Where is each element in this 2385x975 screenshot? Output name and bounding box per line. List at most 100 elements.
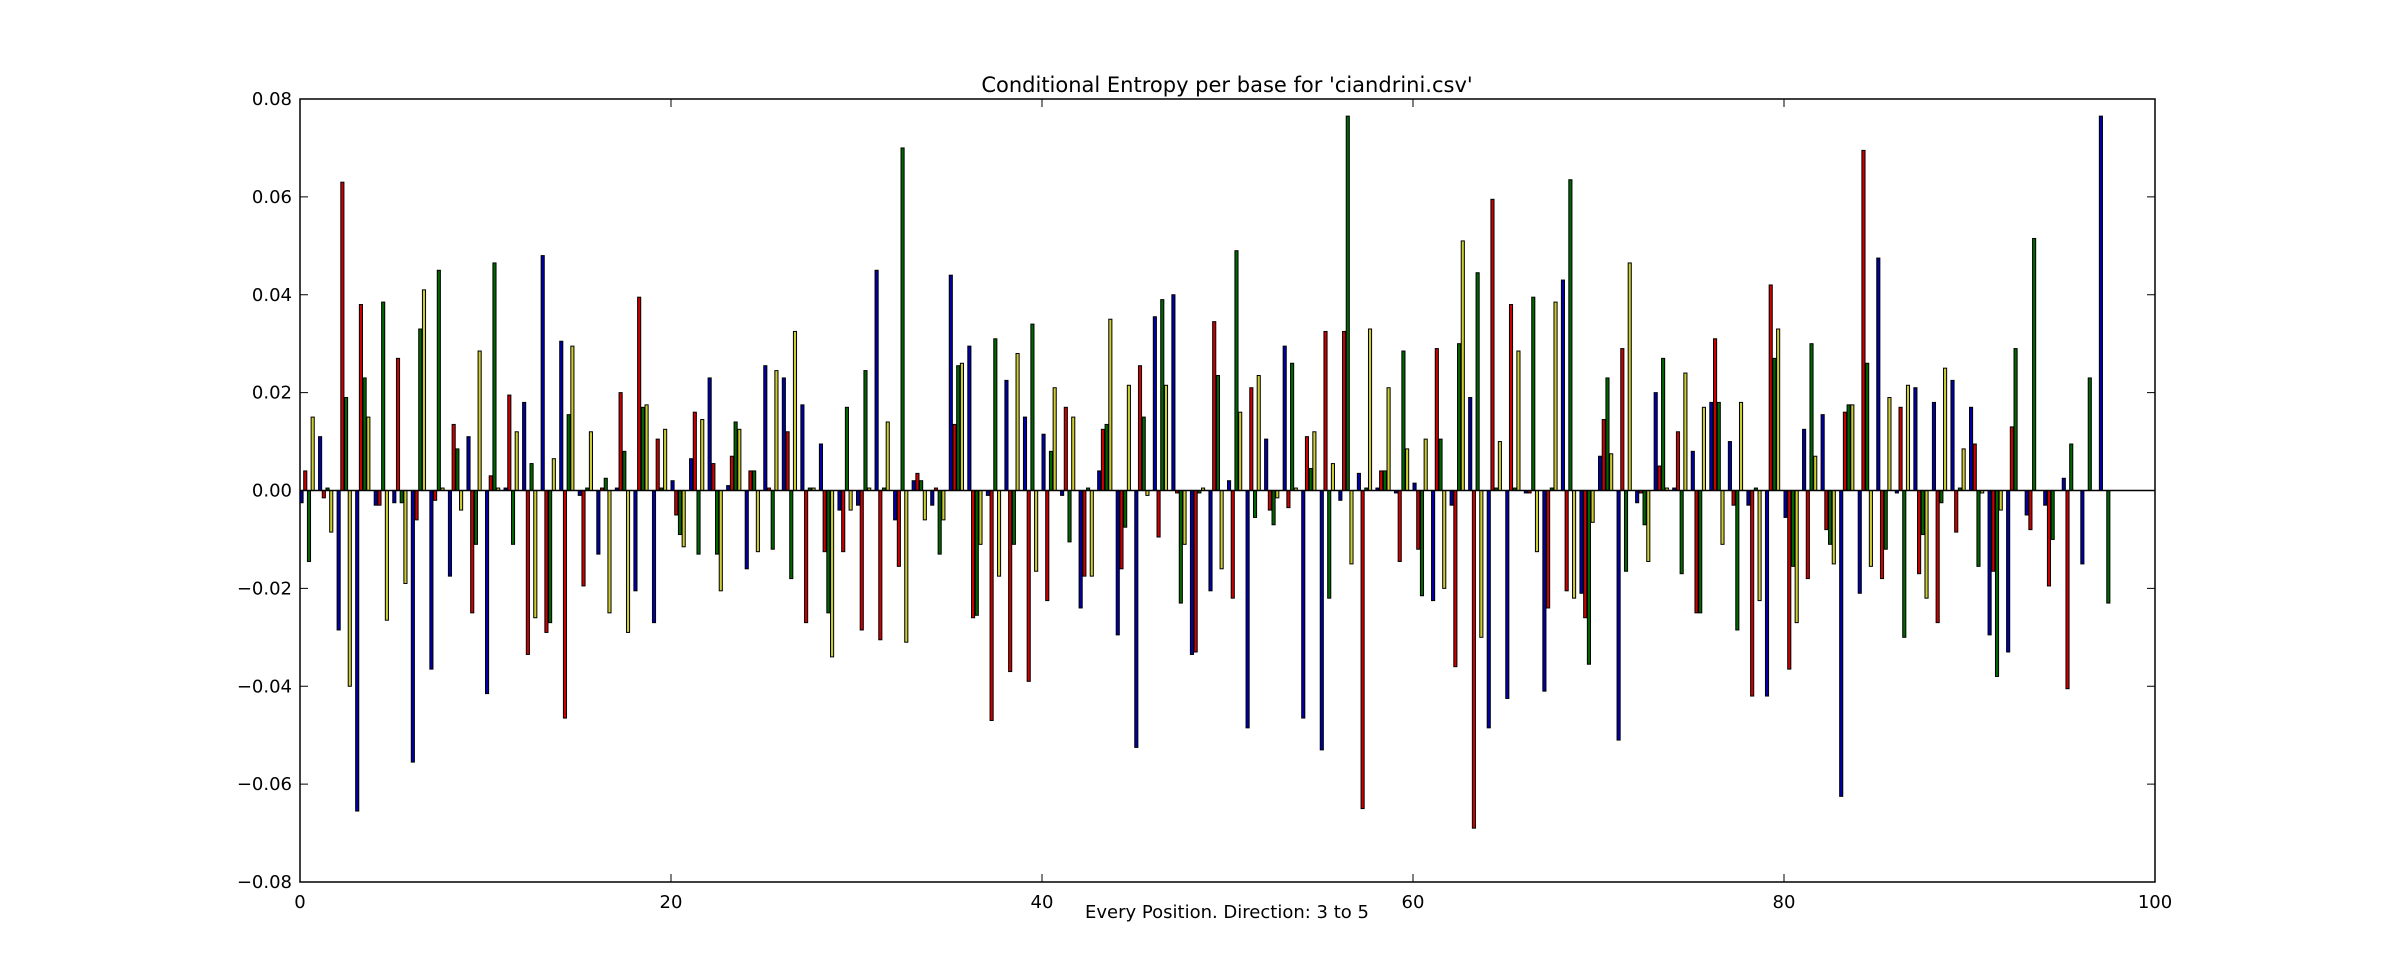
bar-series-3-12 [533,490,538,619]
bar-series-1-57 [1360,490,1365,810]
bar-series-2-74 [1679,490,1684,575]
bar-series-0-8 [447,490,453,577]
bar-series-2-61 [1438,438,1443,491]
bar-series-0-62 [1449,490,1454,506]
bar-series-3-56 [1349,490,1354,565]
x-tick-label-4: 80 [1773,892,1796,913]
bar-series-1-92 [2009,426,2014,492]
bar-series-3-55 [1330,463,1335,491]
bar-series-3-3 [366,416,371,491]
y-tick-label-6: 0.04 [252,285,292,306]
bar-series-3-40 [1052,387,1057,492]
bar-series-1-31 [878,490,883,641]
bar-series-0-46 [1152,316,1157,491]
bar-series-3-64 [1497,441,1502,491]
bar-series-3-1 [329,490,334,533]
bar-series-0-67 [1542,490,1547,692]
bar-series-0-87 [1913,387,1918,492]
bar-series-2-41 [1067,490,1072,543]
bar-series-2-55 [1327,490,1332,599]
bar-series-2-45 [1141,416,1146,491]
bar-series-2-14 [566,414,571,491]
bar-series-1-43 [1100,428,1105,491]
y-tick-label-1: −0.06 [237,774,292,795]
bar-series-2-34 [937,490,942,555]
bar-series-1-75 [1694,490,1699,614]
bar-series-3-28 [830,490,835,658]
bar-series-1-13 [544,490,549,633]
bar-series-0-85 [1876,257,1881,491]
bar-series-0-76 [1709,401,1714,491]
bar-series-0-72 [1635,490,1640,504]
bar-series-3-58 [1386,387,1391,492]
bar-series-1-45 [1137,365,1143,491]
x-tick-label-2: 40 [1031,892,1054,913]
bar-series-3-14 [570,345,575,491]
bar-series-3-78 [1757,490,1762,602]
bar-series-1-84 [1861,149,1866,491]
bar-series-0-65 [1505,490,1510,699]
bar-series-0-97 [2098,115,2103,491]
bar-series-0-42 [1078,490,1083,609]
bar-series-1-50 [1230,490,1235,599]
bar-series-2-88 [1939,490,1944,504]
bar-series-3-11 [514,431,519,491]
bar-series-2-80 [1790,490,1796,567]
bar-series-0-78 [1746,490,1751,506]
bar-series-1-90 [1972,443,1977,492]
bar-series-0-7 [429,490,434,670]
bar-series-1-70 [1601,419,1606,492]
bar-series-2-43 [1104,423,1109,491]
bar-series-2-20 [677,490,683,536]
y-tick-label-0: −0.08 [237,872,292,893]
bar-series-1-62 [1453,490,1458,668]
bar-series-0-70 [1598,455,1603,491]
bar-series-1-58 [1379,470,1384,492]
bar-series-1-46 [1156,490,1161,538]
bar-series-1-39 [1026,490,1031,682]
bar-series-2-5 [399,490,404,504]
bar-series-1-82 [1824,490,1829,531]
bar-series-1-89 [1954,490,1959,533]
bar-series-0-90 [1969,406,1974,491]
bar-series-2-11 [510,490,516,545]
bar-series-3-0 [310,416,315,491]
bar-series-2-75 [1698,490,1703,614]
bar-series-2-12 [529,463,534,491]
bar-series-3-82 [1831,490,1836,565]
bar-series-1-95 [2065,490,2070,690]
bar-series-1-42 [1082,490,1087,577]
bar-series-2-58 [1382,470,1387,492]
bar-series-1-5 [395,357,401,491]
bar-series-0-14 [559,340,564,491]
bar-series-1-86 [1898,406,1903,491]
bar-series-0-93 [2024,490,2029,516]
bar-series-0-79 [1764,490,1770,697]
bar-series-0-88 [1931,401,1937,491]
bar-series-2-25 [770,490,775,550]
bar-series-1-77 [1731,490,1736,506]
bar-series-3-76 [1720,490,1725,545]
bar-series-0-25 [763,365,768,491]
bar-series-0-3 [355,490,360,812]
bar-series-1-6 [414,490,419,521]
bar-series-1-48 [1193,490,1198,653]
bar-series-3-74 [1683,372,1688,491]
bar-series-3-35 [959,362,964,492]
bar-series-2-96 [2087,377,2092,491]
bar-series-2-59 [1401,350,1406,491]
bar-series-0-28 [818,443,824,492]
bar-series-3-15 [588,431,593,491]
bar-series-3-52 [1275,490,1280,499]
bar-series-2-51 [1252,490,1258,518]
bar-series-1-76 [1713,338,1718,492]
bar-series-0-1 [318,436,323,492]
bar-series-2-29 [844,406,849,491]
bar-series-1-81 [1805,490,1810,580]
bar-series-1-68 [1564,490,1569,592]
bar-series-1-78 [1750,490,1755,697]
bar-series-0-80 [1783,490,1788,518]
bar-series-1-63 [1471,490,1476,829]
bar-series-2-92 [2013,348,2018,491]
bar-series-2-95 [2069,443,2074,492]
